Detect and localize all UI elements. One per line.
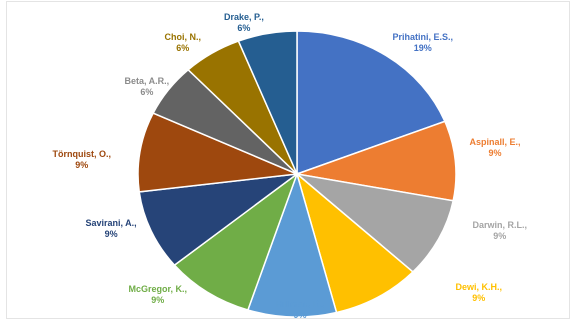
slice-name: Darwin, R.L.,	[472, 220, 528, 230]
pie-slice-5	[173, 171, 299, 311]
slice-name: Prihatini, E.S.,	[392, 32, 454, 42]
slice-name: Hillman, B.,	[275, 299, 325, 309]
slice-percent: 9%	[488, 148, 502, 158]
slice-label-1: Aspinall, E., 9%	[470, 137, 521, 159]
slice-name: Dewi, K.H.,	[455, 282, 503, 292]
slice-label-10: Drake, P., 6%	[224, 12, 264, 34]
slice-label-9: Choi, N., 6%	[165, 32, 202, 54]
slice-name: Törnquist, O.,	[52, 149, 112, 159]
slice-percent: 9%	[493, 231, 507, 241]
slice-name: McGregor, K.,	[128, 284, 188, 294]
pie-slice-3	[295, 171, 415, 314]
slice-percent: 19%	[413, 43, 432, 53]
slice-percent: 6%	[140, 87, 154, 97]
slice-percent: 6%	[237, 23, 251, 33]
slice-label-2: Darwin, R.L., 9%	[473, 220, 528, 242]
pie-slice-2	[294, 172, 455, 273]
slice-label-6: Savirani, A., 9%	[86, 218, 137, 240]
slice-name: Drake, P.,	[224, 12, 264, 22]
slice-percent: 9%	[293, 310, 307, 320]
slice-label-3: Dewi, K.H., 9%	[456, 282, 503, 304]
pie-slice-6	[138, 172, 300, 267]
pie-slice-0	[296, 30, 446, 176]
slice-percent: 9%	[104, 229, 118, 239]
slice-name: Choi, N.,	[164, 32, 202, 42]
slice-percent: 9%	[472, 293, 486, 303]
chart-border	[6, 1, 570, 319]
slice-percent: 9%	[151, 295, 165, 305]
slice-name: Beta, A.R.,	[124, 76, 170, 86]
pie-slice-1	[294, 120, 457, 202]
slice-label-5: McGregor, K., 9%	[129, 284, 188, 306]
pie-slice-7	[137, 112, 300, 193]
slice-label-4: Hillman, B., 9%	[276, 299, 325, 321]
slice-label-8: Beta, A.R., 6%	[125, 76, 170, 98]
pie-slice-10	[237, 30, 298, 175]
slice-name: Aspinall, E.,	[469, 137, 521, 147]
slice-label-7: Törnquist, O., 9%	[53, 149, 112, 171]
slice-name: Savirani, A.,	[85, 218, 137, 228]
pie-slice-4	[246, 171, 338, 318]
slice-label-0: Prihatini, E.S., 19%	[393, 32, 454, 54]
slice-percent: 6%	[176, 43, 190, 53]
slice-percent: 9%	[75, 160, 89, 170]
